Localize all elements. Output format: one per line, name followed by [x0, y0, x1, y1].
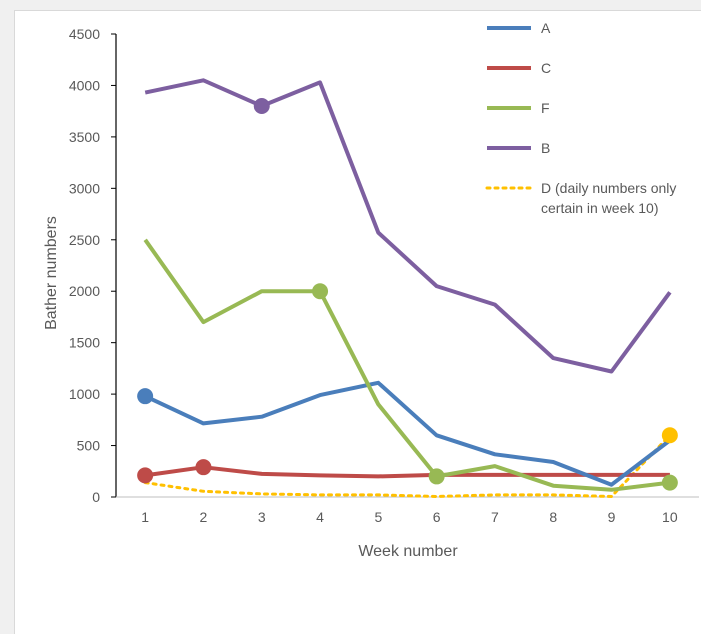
legend-label-c: C — [541, 60, 551, 76]
series-line-b — [144, 78, 672, 374]
x-axis-title: Week number — [358, 543, 458, 560]
y-tick-label: 3500 — [69, 129, 100, 145]
x-tick-label: 6 — [433, 509, 441, 525]
marker-f-week-10 — [661, 474, 678, 491]
marker-a-week-1 — [137, 388, 154, 405]
legend-label-b: B — [541, 140, 550, 156]
y-tick-label: 2500 — [69, 232, 100, 248]
y-tick-label: 4500 — [69, 26, 100, 42]
series-markers — [137, 98, 678, 491]
marker-f-week-4 — [312, 283, 329, 300]
series-line-f — [143, 238, 671, 492]
y-tick-label: 0 — [92, 489, 100, 505]
marker-c-week-2 — [195, 459, 212, 476]
y-axis-title: Bather numbers — [43, 216, 60, 330]
marker-f-week-6 — [428, 468, 445, 485]
legend-label-d: D (daily numbers only — [541, 180, 676, 196]
marker-b-week-3 — [253, 98, 270, 115]
x-tick-label: 1 — [141, 509, 149, 525]
x-tick-label: 4 — [316, 509, 324, 525]
legend: A C F B D (daily numbers only certain in week… — [485, 20, 676, 216]
y-tick-label: 1500 — [69, 335, 100, 351]
x-tick-label: 7 — [491, 509, 499, 525]
legend-label-d: certain in week 10) — [541, 200, 659, 216]
line-chart: 0 500 1000 1500 2000 2500 3000 3500 4000 4500 1 2 3… — [43, 20, 699, 560]
y-tick-label: 1000 — [69, 386, 100, 402]
x-tick-label: 2 — [200, 509, 208, 525]
series-line-a — [144, 380, 672, 487]
y-tick-label: 4000 — [69, 77, 100, 93]
y-tick-label: 500 — [77, 438, 101, 454]
x-tick-label: 8 — [549, 509, 557, 525]
marker-d-week-10 — [661, 427, 678, 444]
x-tick-label: 9 — [608, 509, 616, 525]
x-tick-label: 5 — [374, 509, 382, 525]
marker-c-week-1 — [137, 467, 154, 484]
x-axis-ticks: 1 2 3 4 5 6 7 8 9 10 — [141, 509, 678, 525]
y-axis-ticks: 0 500 1000 1500 2000 2500 3000 3500 4000 4500 — [69, 26, 116, 505]
series-lines — [143, 78, 672, 498]
x-tick-label: 3 — [258, 509, 266, 525]
x-tick-label: 10 — [662, 509, 678, 525]
legend-label-a: A — [541, 20, 551, 36]
y-tick-label: 2000 — [69, 283, 100, 299]
legend-label-f: F — [541, 100, 550, 116]
y-tick-label: 3000 — [69, 180, 100, 196]
series-line-d — [143, 433, 672, 498]
chart-card: 0 500 1000 1500 2000 2500 3000 3500 4000 4500 1 2 3… — [14, 10, 701, 634]
